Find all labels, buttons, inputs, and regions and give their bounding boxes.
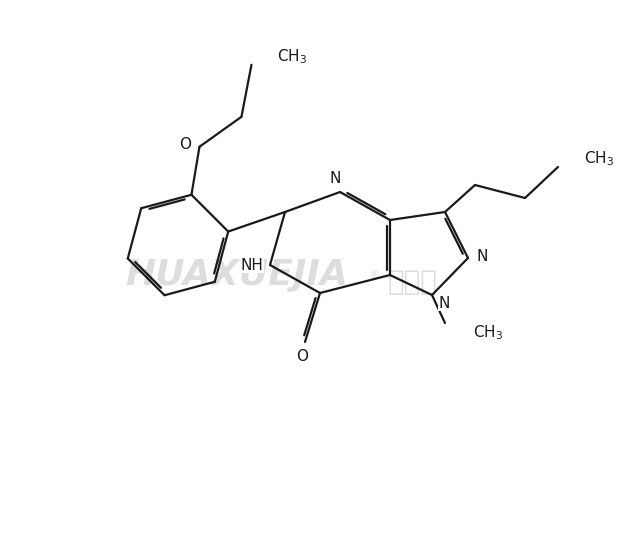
- Text: ®: ®: [368, 270, 379, 280]
- Text: N: N: [329, 170, 341, 185]
- Text: HUAXUEJIA: HUAXUEJIA: [125, 258, 348, 292]
- Text: CH$_3$: CH$_3$: [473, 324, 503, 342]
- Text: N: N: [438, 296, 450, 310]
- Text: CH$_3$: CH$_3$: [277, 48, 307, 66]
- Text: CH$_3$: CH$_3$: [584, 150, 614, 169]
- Text: NH: NH: [241, 258, 263, 273]
- Text: O: O: [180, 137, 192, 152]
- Text: O: O: [296, 348, 308, 363]
- Text: 化学加: 化学加: [388, 268, 438, 296]
- Text: N: N: [476, 249, 488, 264]
